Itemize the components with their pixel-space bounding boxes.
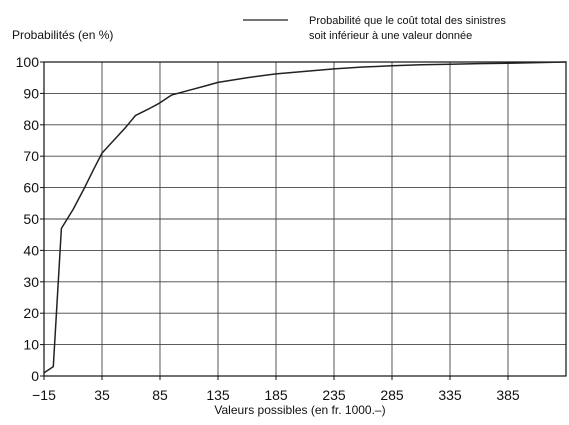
x-tick-label: 185 [264,387,288,403]
x-axis-label: Valeurs possibles (en fr. 1000.–) [214,403,385,417]
y-tick-label: 40 [23,242,39,258]
y-tick-label: 90 [23,85,39,101]
y-tick-label: 30 [23,274,39,290]
x-tick-label: 385 [496,387,520,403]
y-tick-label: 10 [23,337,39,353]
x-tick-label: 235 [322,387,346,403]
y-tick-label: 50 [23,211,39,227]
y-tick-label: 100 [16,54,40,70]
series-line [43,61,567,374]
grid-layer [43,61,566,377]
x-tick-label: −15 [32,387,56,403]
x-tick-label: 285 [380,387,404,403]
y-tick-label: 70 [23,148,39,164]
x-tick-label: 85 [152,387,168,403]
x-tick-label: 35 [94,387,110,403]
y-tick-label: 20 [23,305,39,321]
label-layer: −15 35 85 135 185 235 285 335 385 0 10 20 30 40 50 60 70… [12,15,520,417]
legend-text-line-1: Probabilité que le coût total des sinist… [309,15,506,27]
series-layer [43,61,567,374]
axis-layer [40,61,567,380]
x-tick-label: 335 [438,387,462,403]
legend-text-line-2: soit inférieur à une valeur donnée [309,30,472,42]
y-axis-label: Probabilités (en %) [12,28,113,42]
y-tick-label: 80 [23,117,39,133]
y-tick-label: 0 [31,368,39,384]
x-tick-label: 135 [206,387,230,403]
y-tick-label: 60 [23,180,39,196]
